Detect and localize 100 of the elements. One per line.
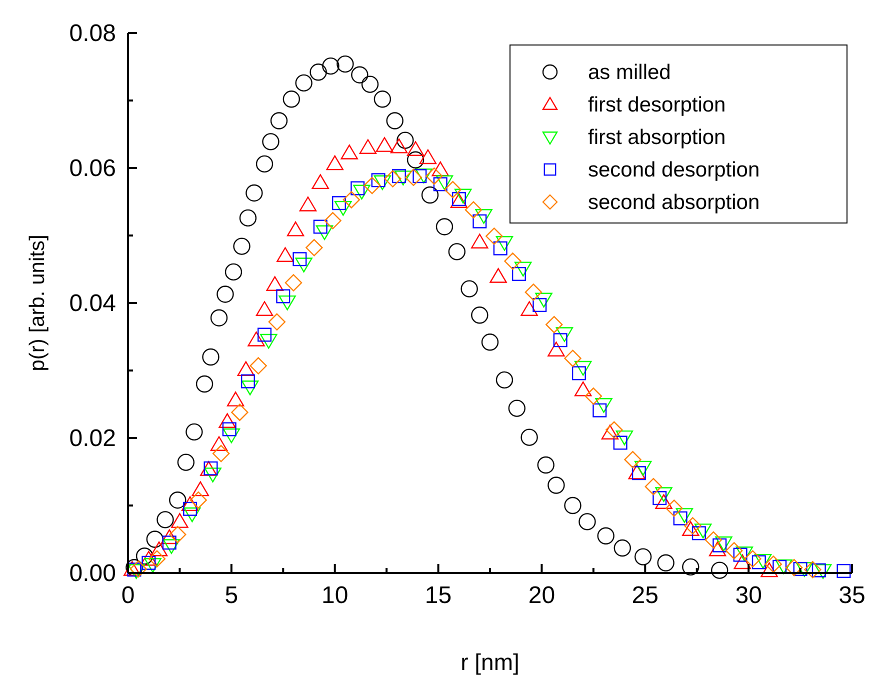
- point: [248, 332, 265, 346]
- point: [295, 74, 312, 92]
- point: [353, 184, 370, 200]
- point: [475, 209, 492, 224]
- point: [578, 513, 596, 530]
- x-axis-title: r [nm]: [460, 649, 520, 675]
- point: [351, 66, 368, 84]
- point: [260, 334, 278, 349]
- legend-label: as milled: [588, 61, 671, 84]
- point: [324, 212, 342, 230]
- point: [404, 168, 422, 186]
- point: [162, 539, 180, 554]
- point: [655, 487, 672, 502]
- point: [448, 243, 466, 260]
- point: [796, 562, 814, 577]
- point: [504, 252, 522, 270]
- point: [682, 558, 700, 576]
- point: [240, 374, 255, 388]
- point: [169, 526, 186, 544]
- point: [628, 464, 646, 480]
- point: [186, 423, 203, 441]
- point: [233, 238, 250, 255]
- point: [204, 468, 222, 482]
- point: [734, 554, 751, 570]
- point: [160, 529, 178, 544]
- point: [804, 561, 822, 578]
- point: [256, 155, 274, 173]
- point: [486, 228, 503, 245]
- point: [421, 186, 439, 204]
- point: [657, 554, 674, 572]
- point: [262, 133, 280, 150]
- point: [282, 90, 300, 108]
- point: [725, 542, 743, 560]
- point: [760, 562, 778, 578]
- point: [384, 170, 402, 188]
- point: [432, 161, 449, 176]
- point: [708, 541, 726, 556]
- y-axis-title: p(r) [arb. units]: [26, 234, 49, 372]
- point: [212, 444, 230, 462]
- point: [177, 454, 195, 471]
- point: [520, 428, 538, 446]
- point: [171, 513, 188, 528]
- point: [340, 144, 358, 160]
- point: [250, 357, 267, 374]
- point: [676, 508, 694, 523]
- x-tick-label: 25: [632, 582, 658, 609]
- point: [210, 436, 228, 451]
- x-tick-label: 20: [528, 582, 556, 609]
- point: [322, 57, 340, 75]
- point: [564, 350, 582, 367]
- point: [326, 155, 344, 170]
- point: [814, 564, 832, 579]
- point: [514, 262, 532, 276]
- point: [359, 139, 377, 154]
- point: [237, 361, 255, 376]
- point: [361, 76, 379, 93]
- point: [312, 174, 329, 190]
- point: [376, 137, 394, 152]
- x-tick-label: 5: [224, 582, 238, 609]
- point: [711, 562, 728, 579]
- point: [150, 541, 168, 556]
- point: [224, 263, 242, 281]
- point: [386, 112, 404, 130]
- point: [181, 496, 199, 512]
- point: [246, 184, 263, 202]
- point: [334, 200, 352, 216]
- point: [736, 546, 754, 562]
- point: [144, 558, 162, 573]
- point: [574, 381, 592, 396]
- point: [715, 536, 732, 552]
- point: [316, 225, 334, 240]
- point: [464, 201, 482, 218]
- point: [394, 170, 412, 186]
- y-tick-label: 0.00: [69, 560, 116, 587]
- point: [406, 151, 424, 168]
- point: [644, 478, 662, 496]
- point: [537, 456, 554, 474]
- x-tick-label: 15: [424, 582, 452, 609]
- point: [310, 64, 327, 81]
- point: [192, 481, 209, 496]
- legend-label: first absorption: [588, 126, 726, 149]
- point: [764, 556, 782, 573]
- point: [785, 559, 803, 576]
- point: [444, 181, 462, 198]
- point: [556, 327, 574, 342]
- point: [278, 295, 296, 310]
- point: [266, 276, 284, 291]
- point: [508, 400, 526, 417]
- point: [775, 559, 792, 574]
- point: [548, 476, 565, 494]
- point: [299, 196, 317, 212]
- legend-label: second absorption: [588, 191, 760, 214]
- point: [190, 492, 207, 509]
- point: [140, 550, 158, 566]
- point: [231, 404, 248, 421]
- point: [406, 141, 424, 156]
- point: [704, 531, 722, 549]
- point: [597, 527, 614, 544]
- point: [415, 168, 432, 184]
- point: [471, 234, 488, 248]
